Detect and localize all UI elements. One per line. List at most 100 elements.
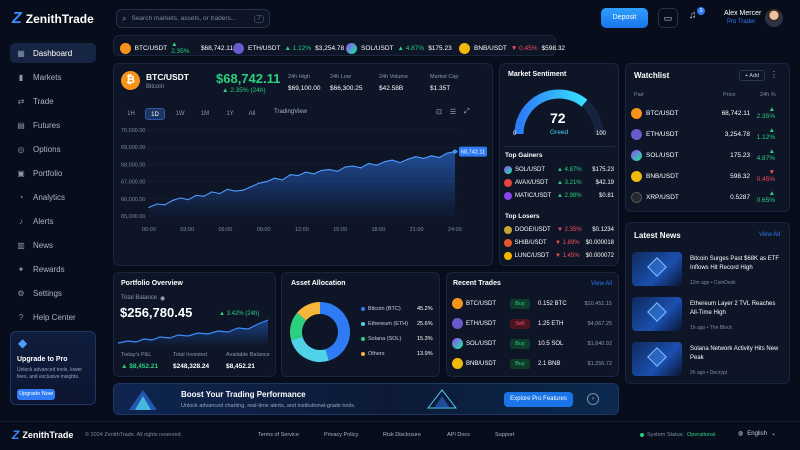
swap-icon: ⇄ (17, 96, 25, 106)
timeframe-tab[interactable]: 1D (145, 108, 165, 120)
allocation-slice[interactable] (290, 312, 307, 340)
sidebar-item-futures[interactable]: ▤ Futures (10, 115, 96, 135)
mover-row[interactable]: DOGE/USDT ▼ 2.35% $0.1234 (504, 226, 614, 234)
help-icon: ? (18, 312, 24, 322)
trade-row[interactable]: ETH/USDT Sell 1.25 ETH $4,067.25 (452, 317, 612, 330)
trade-row[interactable]: BTC/USDT Buy 0.152 BTC $10,451.15 (452, 297, 612, 310)
news-thumbnail[interactable] (632, 252, 682, 286)
watchlist-add-button[interactable]: + Add (739, 70, 765, 81)
watchlist-row[interactable]: XRP/USDT 0.5287 ▲ 0.65% (631, 190, 775, 204)
search-bar[interactable]: ⌕ Search markets, assets, or traders... … (116, 9, 270, 28)
ticker-price: $598.32 (541, 44, 566, 52)
sidebar-item-portfolio[interactable]: ▣ Portfolio (10, 163, 96, 183)
news-headline[interactable]: Bitcoin Surges Past $68K as ETF Inflows … (690, 256, 780, 271)
legend-name: Ethereum (ETH) (368, 321, 409, 327)
sidebar-item-settings[interactable]: ⚙ Settings (10, 283, 96, 303)
upgrade-now-button[interactable]: Upgrade Now (17, 389, 55, 400)
watchlist-row[interactable]: SOL/USDT 175.23 ▲ 4.87% (631, 148, 775, 162)
ticker-change: ▲ 2.35% (171, 41, 190, 55)
sidebar-item-news[interactable]: ▥ News (10, 235, 96, 255)
eye-icon[interactable]: ◉ (160, 296, 166, 302)
chart-pair: BTC/USDT (146, 72, 189, 82)
globe-icon: ◍ (738, 431, 744, 437)
news-title: Latest News (634, 231, 681, 240)
trade-pair: BTC/USDT (466, 300, 496, 307)
timeframe-tab[interactable]: 1H (127, 111, 135, 117)
sidebar-item-dashboard[interactable]: ▦ Dashboard (10, 43, 96, 63)
ticker-item[interactable]: SOL/USDT ▲ 4.87% $175.23 (346, 41, 459, 55)
watchlist-row[interactable]: BTC/USDT 68,742.11 ▲ 2.35% (631, 106, 775, 120)
footer-link[interactable]: Support (495, 432, 515, 438)
news-thumbnail[interactable] (632, 342, 682, 376)
footer-link[interactable]: API Docs (447, 432, 470, 438)
ticker-item[interactable]: BNB/USDT ▼ 0.45% $598.32 (459, 41, 572, 55)
gauge-max: 100 (596, 131, 607, 137)
indicator-icon[interactable]: ⊡ (436, 109, 442, 116)
sidebar-item-markets[interactable]: ▮ Markets (10, 67, 96, 87)
chart-stat-value: $1.35T (430, 85, 451, 92)
app-logo[interactable]: Z ZenithTrade (12, 10, 94, 28)
watchlist-more-icon[interactable]: ⋮ (770, 70, 778, 79)
sidebar-item-analytics[interactable]: ◔ Analytics (10, 187, 96, 207)
price-chart[interactable]: 70,000.00 69,000.00 68,000.00 67,000.00 66,0… (113, 124, 493, 239)
notifications-button[interactable]: ♫ 3 (689, 7, 705, 26)
mover-price: $0.000072 (585, 253, 614, 259)
tradingview-button[interactable]: TradingView (274, 109, 308, 115)
price-point (391, 159, 393, 161)
explore-pro-button[interactable]: Explore Pro Features (504, 392, 573, 407)
news-view-all-link[interactable]: View All (759, 232, 780, 238)
price-point (164, 204, 166, 206)
expand-icon[interactable]: ⤢ (464, 108, 470, 115)
mover-row[interactable]: LUNC/USDT ▼ 1.45% $0.000072 (504, 252, 614, 260)
user-profile[interactable]: Alex Mercer Pro Trader (718, 9, 792, 29)
sidebar-item-alerts[interactable]: ♪ Alerts (10, 211, 96, 231)
search-input[interactable]: Search markets, assets, or traders... (131, 15, 237, 22)
mover-row[interactable]: SHIB/USDT ▼ 1.89% $0.000018 (504, 239, 614, 247)
language-selector[interactable]: ◍ English ⌄ (738, 430, 776, 438)
allocation-slice[interactable] (291, 336, 329, 362)
watchlist-row[interactable]: ETH/USDT 3,254.78 ▲ 1.12% (631, 127, 775, 141)
deposit-button[interactable]: Deposit (601, 8, 648, 28)
timeframe-tab[interactable]: All (248, 111, 256, 117)
ticker-item[interactable]: ETH/USDT ▲ 1.12% $3,254.78 (233, 41, 346, 55)
footer-link[interactable]: Risk Disclosure (383, 432, 421, 438)
trade-amount: 1.25 ETH (538, 320, 564, 327)
chart-stat-label: 24h High (288, 74, 311, 80)
allocation-slice[interactable] (297, 302, 321, 321)
briefcase-icon: ▣ (17, 168, 25, 178)
footer-link[interactable]: Terms of Service (258, 432, 299, 438)
news-headline[interactable]: Solana Network Activity Hits New Peak (690, 346, 779, 361)
btc-coin-icon (452, 298, 463, 309)
timeframe-tab[interactable]: 1M (200, 111, 210, 117)
sidebar-item-help-center[interactable]: ? Help Center (10, 307, 96, 327)
mover-row[interactable]: MATIC/USDT ▲ 2.98% $0.81 (504, 192, 614, 200)
sidebar-item-rewards[interactable]: ✦ Rewards (10, 259, 96, 279)
watchlist-row[interactable]: BNB/USDT 598.32 ▼ 0.45% (631, 169, 775, 183)
news-meta: 12m ago • CoinDesk (690, 280, 736, 286)
footer-link[interactable]: Privacy Policy (324, 432, 359, 438)
trades-view-all-link[interactable]: View All (591, 281, 612, 287)
upgrade-card: ◆ Upgrade to Pro Unlock advanced tools, … (10, 331, 96, 405)
wallet-button[interactable]: ▭ (658, 8, 678, 28)
timeframe-tab[interactable]: 1Y (226, 111, 234, 117)
trade-value: $1,256.72 (587, 360, 612, 367)
news-headline[interactable]: Ethereum Layer 2 TVL Reaches All-Time Hi… (690, 301, 776, 316)
trade-row[interactable]: BNB/USDT Buy 2.1 BNB $1,256.72 (452, 357, 612, 370)
news-thumbnail-graphic-icon (647, 257, 667, 277)
price-point (344, 166, 346, 168)
sidebar-item-options[interactable]: ◎ Options (10, 139, 96, 159)
news-thumbnail[interactable] (632, 297, 682, 331)
mover-price: $42.19 (595, 180, 614, 186)
mover-row[interactable]: SOL/USDT ▲ 4.87% $175.23 (504, 166, 614, 174)
ticker-item[interactable]: BTC/USDT ▲ 2.35% $68,742.11 (120, 41, 233, 55)
sidebar-item-trade[interactable]: ⇄ Trade (10, 91, 96, 111)
legend-swatch (361, 307, 365, 311)
promo-next-icon[interactable]: › (587, 393, 599, 405)
timeframe-tab[interactable]: 1W (175, 111, 185, 117)
footer-app-name: ZenithTrade (22, 430, 74, 440)
trade-side-badge: Sell (510, 318, 530, 329)
allocation-slice[interactable] (319, 302, 350, 361)
list-icon[interactable]: ☰ (449, 109, 457, 116)
mover-row[interactable]: AVAX/USDT ▲ 3.21% $42.19 (504, 179, 614, 187)
trade-row[interactable]: SOL/USDT Buy 10.5 SOL $1,840.92 (452, 337, 612, 350)
